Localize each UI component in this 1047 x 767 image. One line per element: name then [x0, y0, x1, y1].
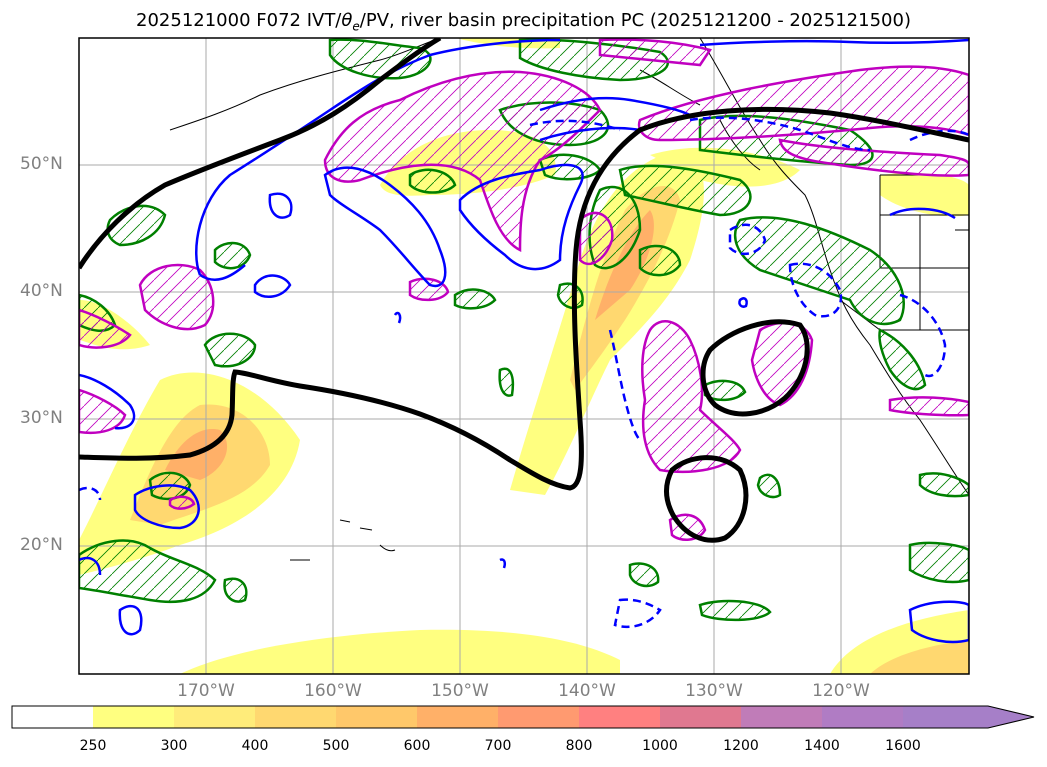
- ivt-outline: [79, 38, 969, 543]
- colorbar-tick-label: 1600: [885, 738, 921, 754]
- lon-label-130w: 130°W: [685, 681, 743, 701]
- lat-label-20n: 20°N: [20, 535, 63, 555]
- colorbar-tick-label: 1000: [642, 738, 678, 754]
- colorbar: [11, 705, 1035, 729]
- colorbar-tick-label: 800: [565, 738, 593, 754]
- colorbar-tick-label: 400: [241, 738, 269, 754]
- colorbar-tick-label: 700: [484, 738, 512, 754]
- lon-label-140w: 140°W: [558, 681, 616, 701]
- lon-label-160w: 160°W: [304, 681, 362, 701]
- title-prefix: 2025121000 F072 IVT/: [136, 10, 342, 31]
- lon-label-150w: 150°W: [431, 681, 489, 701]
- map-frame: [78, 37, 970, 675]
- colorbar-tick-label: 250: [79, 738, 107, 754]
- figure-title: 2025121000 F072 IVT/θe/PV, river basin p…: [0, 10, 1047, 34]
- colorbar-tick-label: 1400: [804, 738, 840, 754]
- theta-e-contours: [79, 38, 969, 644]
- theta-e-dashed-contours: [79, 116, 969, 629]
- title-suffix: /PV, river basin precipitation PC (20251…: [359, 10, 911, 31]
- colorbar-tick-label: 300: [160, 738, 188, 754]
- lat-label-30n: 30°N: [20, 408, 63, 428]
- title-theta: θ: [341, 10, 353, 31]
- lon-label-120w: 120°W: [812, 681, 870, 701]
- colorbar-tick-label: 1200: [723, 738, 759, 754]
- lon-label-170w: 170°W: [177, 681, 235, 701]
- lat-label-40n: 40°N: [20, 281, 63, 301]
- colorbar-tick-label: 500: [322, 738, 350, 754]
- title-subscript: e: [352, 19, 360, 34]
- colorbar-tick-label: 600: [403, 738, 431, 754]
- lat-label-50n: 50°N: [20, 154, 63, 174]
